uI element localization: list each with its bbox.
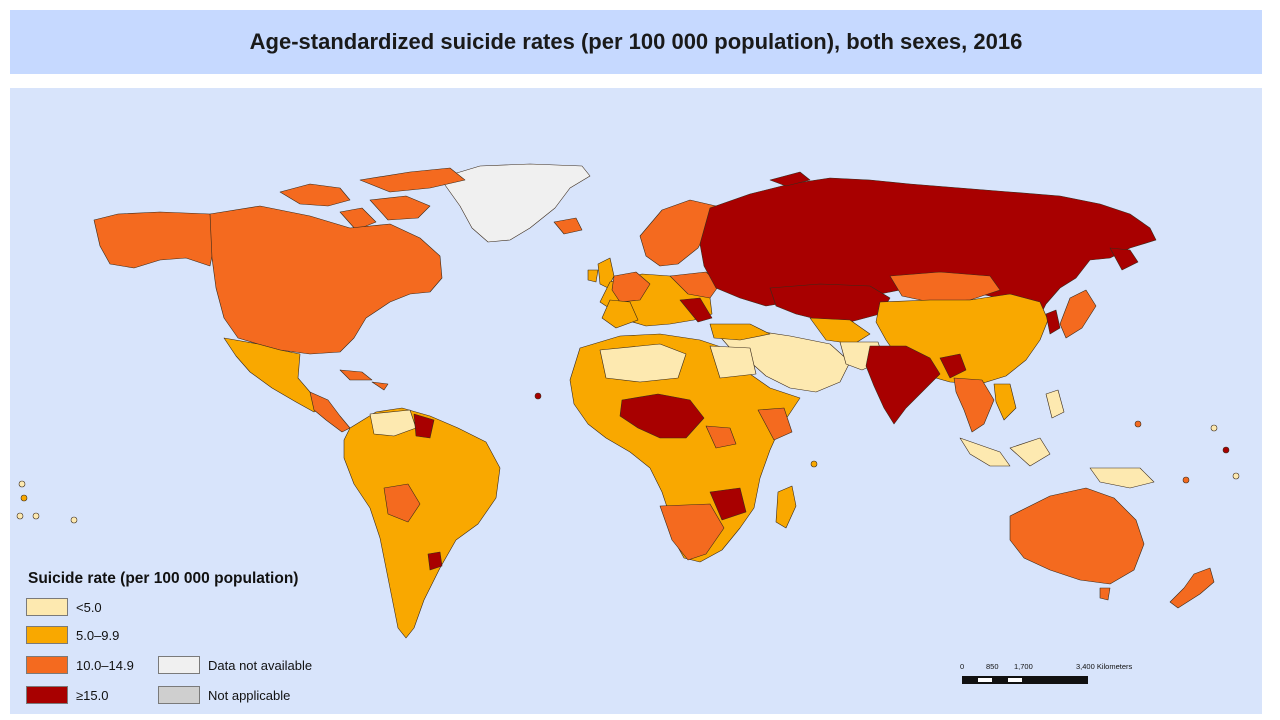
legend-swatch bbox=[26, 686, 68, 704]
world-map bbox=[16, 163, 1240, 639]
north-america-region bbox=[209, 205, 443, 355]
title-bar: Age-standardized suicide rates (per 100 … bbox=[10, 10, 1262, 74]
legend-label: 10.0–14.9 bbox=[76, 657, 134, 673]
map-panel bbox=[10, 88, 1262, 714]
scale-tick-label: 3,400 Kilometers bbox=[1076, 662, 1133, 671]
central-america-region bbox=[309, 391, 351, 433]
scale-tick-label: 850 bbox=[986, 662, 999, 671]
legend-label: Data not available bbox=[208, 657, 313, 673]
india-region bbox=[865, 345, 941, 425]
legend-item-10-14: 10.0–14.9 bbox=[26, 656, 134, 674]
map-legend: Suicide rate (per 100 000 population) <5… bbox=[26, 568, 366, 710]
legend-item-ge15: ≥15.0 bbox=[26, 686, 108, 704]
legend-label: Not applicable bbox=[208, 687, 291, 703]
greenland-region bbox=[439, 163, 591, 243]
legend-swatch bbox=[26, 626, 68, 644]
scale-labels: 0 850 1,700 3,400 Kilometers bbox=[960, 662, 1160, 672]
legend-title: Suicide rate (per 100 000 population) bbox=[28, 570, 299, 587]
legend-swatch bbox=[26, 656, 68, 674]
canada-arctic-region bbox=[279, 183, 351, 207]
scale-tick-label: 1,700 bbox=[1014, 662, 1033, 671]
legend-item-not-available: Data not available bbox=[158, 656, 312, 674]
legend-label: <5.0 bbox=[76, 599, 102, 615]
legend-swatch bbox=[158, 656, 200, 674]
alaska-region bbox=[93, 211, 217, 269]
legend-item-5-9: 5.0–9.9 bbox=[26, 626, 119, 644]
scale-bar: 0 850 1,700 3,400 Kilometers bbox=[960, 662, 1160, 688]
legend-swatch bbox=[158, 686, 200, 704]
legend-item-lt5: <5.0 bbox=[26, 598, 102, 616]
legend-label: ≥15.0 bbox=[76, 687, 109, 703]
scale-tick-label: 0 bbox=[960, 662, 965, 671]
legend-label: 5.0–9.9 bbox=[76, 627, 120, 643]
legend-swatch bbox=[26, 598, 68, 616]
map-title: Age-standardized suicide rates (per 100 … bbox=[249, 29, 1023, 54]
legend-item-not-applicable: Not applicable bbox=[158, 686, 290, 704]
south-america-region bbox=[343, 407, 501, 639]
australia-region bbox=[1009, 487, 1145, 585]
scale-bar-graphic bbox=[962, 676, 1088, 684]
